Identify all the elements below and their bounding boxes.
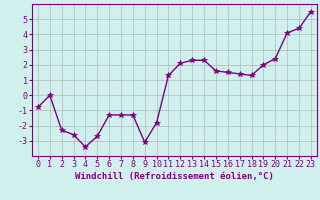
X-axis label: Windchill (Refroidissement éolien,°C): Windchill (Refroidissement éolien,°C) <box>75 172 274 181</box>
